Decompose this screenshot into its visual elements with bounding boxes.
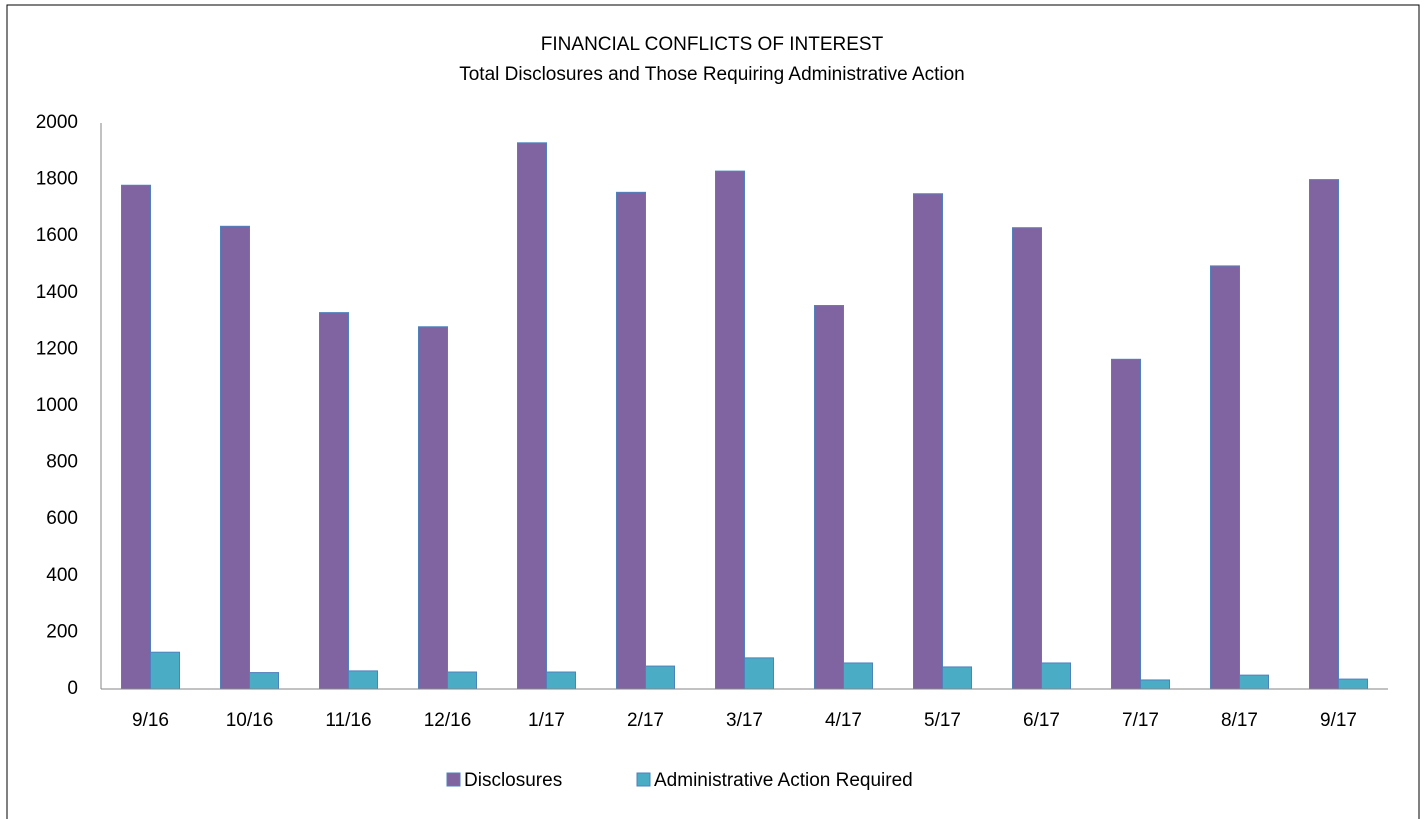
y-tick-label: 0: [67, 678, 78, 699]
bar: [843, 662, 873, 690]
y-tick-label: 200: [46, 621, 78, 642]
bar: [121, 184, 151, 690]
bar: [942, 666, 972, 690]
bar: [1338, 678, 1368, 690]
bar: [616, 191, 646, 690]
legend-swatch: [446, 772, 461, 787]
bar: [715, 170, 745, 690]
y-tick-label: 1200: [36, 338, 78, 359]
bar: [645, 665, 675, 690]
bar: [150, 651, 180, 690]
x-tick-label: 2/17: [627, 710, 664, 731]
legend-label: Disclosures: [464, 770, 562, 791]
bar: [744, 657, 774, 690]
bar: [348, 670, 378, 690]
x-tick-label: 3/17: [726, 710, 763, 731]
x-tick-label: 10/16: [226, 710, 274, 731]
bar: [1012, 227, 1042, 690]
bar: [1111, 358, 1141, 690]
bar: [913, 193, 943, 690]
bar: [1140, 679, 1170, 690]
bar: [1210, 265, 1240, 690]
bar: [447, 671, 477, 690]
x-tick-label: 9/16: [132, 710, 169, 731]
bar: [220, 225, 250, 690]
y-tick-label: 2000: [36, 112, 78, 133]
x-tick-label: 5/17: [924, 710, 961, 731]
bar: [418, 326, 448, 690]
bar: [1239, 674, 1269, 690]
chart-title: FINANCIAL CONFLICTS OF INTEREST: [541, 34, 884, 55]
legend-swatch: [636, 772, 651, 787]
y-tick-label: 1600: [36, 225, 78, 246]
y-tick-label: 1800: [36, 169, 78, 190]
chart-frame: [6, 4, 1420, 819]
x-tick-label: 9/17: [1320, 710, 1357, 731]
legend-label: Administrative Action Required: [654, 770, 913, 791]
bar: [1041, 662, 1071, 690]
x-tick-label: 11/16: [325, 710, 371, 731]
bar: [546, 671, 576, 690]
bar: [319, 312, 349, 690]
bar: [249, 672, 279, 690]
x-tick-label: 7/17: [1122, 710, 1159, 731]
x-tick-label: 1/17: [528, 710, 565, 731]
x-tick-label: 6/17: [1023, 710, 1060, 731]
bar: [1309, 179, 1339, 690]
bar: [814, 305, 844, 690]
x-tick-label: 12/16: [424, 710, 472, 731]
y-tick-label: 400: [46, 565, 78, 586]
y-tick-label: 800: [46, 452, 78, 473]
chart-subtitle: Total Disclosures and Those Requiring Ad…: [459, 64, 965, 85]
y-tick-label: 1000: [36, 395, 78, 416]
bar: [517, 142, 547, 690]
y-tick-label: 1400: [36, 282, 78, 303]
x-tick-label: 4/17: [825, 710, 862, 731]
y-tick-label: 600: [46, 508, 78, 529]
x-tick-label: 8/17: [1221, 710, 1258, 731]
